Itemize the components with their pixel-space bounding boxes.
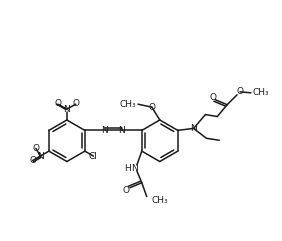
Text: N: N <box>63 105 70 114</box>
Text: Cl: Cl <box>89 152 98 161</box>
Text: O: O <box>72 99 79 108</box>
Text: H: H <box>125 164 131 174</box>
Text: N: N <box>118 126 125 135</box>
Text: N: N <box>190 124 197 133</box>
Text: N: N <box>37 152 44 161</box>
Text: O: O <box>237 87 244 96</box>
Text: N: N <box>102 126 108 135</box>
Text: O: O <box>148 103 155 112</box>
Text: O: O <box>122 186 129 195</box>
Text: CH₃: CH₃ <box>253 88 270 97</box>
Text: O: O <box>29 156 36 165</box>
Text: O: O <box>210 93 217 102</box>
Text: O: O <box>32 144 39 153</box>
Text: CH₃: CH₃ <box>120 100 136 109</box>
Text: CH₃: CH₃ <box>152 196 168 205</box>
Text: N: N <box>131 164 138 174</box>
Text: O: O <box>54 99 61 108</box>
